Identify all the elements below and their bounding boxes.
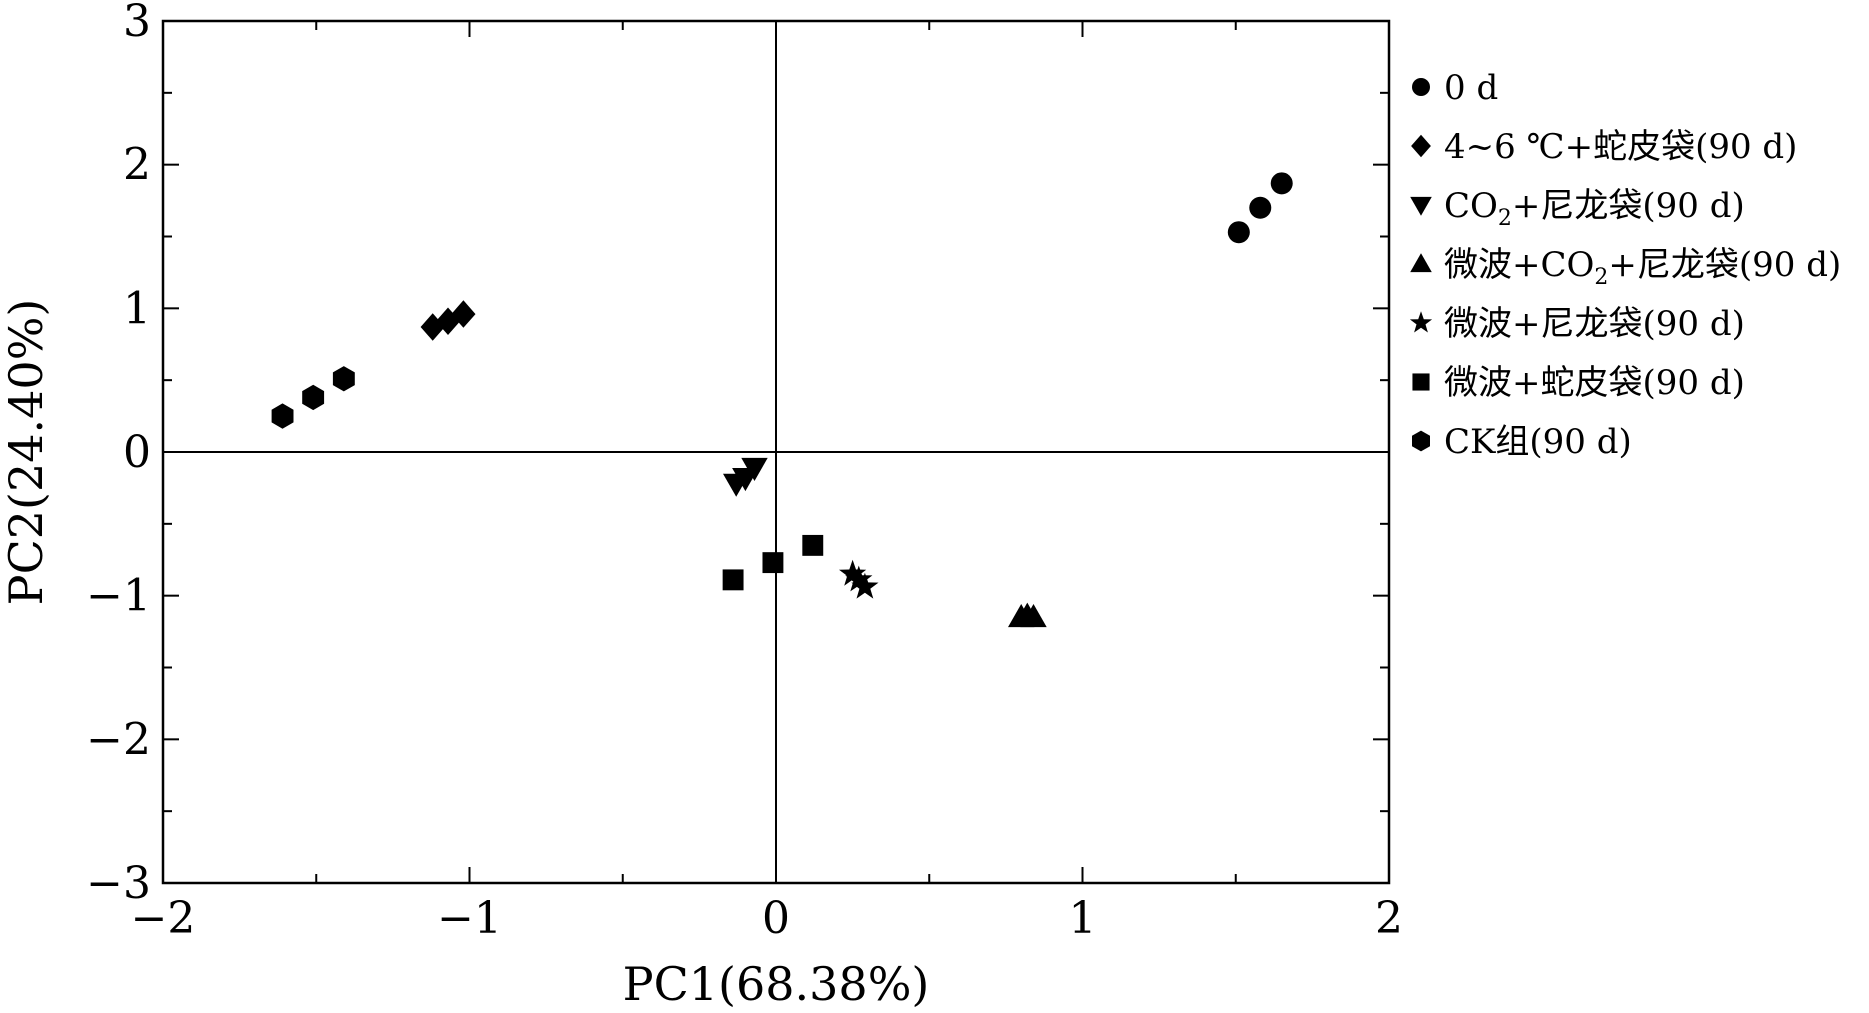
legend-item: 微波+蛇皮袋(90 d) [1412,363,1745,403]
series-circle [1227,172,1293,244]
y-tick-label: −3 [86,858,151,909]
legend-item: 4~6 ℃+蛇皮袋(90 d) [1411,127,1797,167]
legend-marker-star [1409,311,1433,333]
x-tick-label: 0 [762,893,790,944]
legend-label: 微波+CO2+尼龙袋(90 d) [1444,245,1841,290]
legend-marker-circle [1412,78,1430,96]
x-tick-label: 2 [1375,893,1403,944]
legend-item: CK组(90 d) [1412,422,1632,462]
series-star [839,559,879,599]
legend-label: CO2+尼龙袋(90 d) [1444,186,1745,231]
legend-marker-hexagon [1412,430,1430,452]
x-tick-label: 1 [1069,893,1097,944]
legend-marker-triangle-up [1410,253,1432,273]
x-axis-label: PC1(68.38%) [623,957,930,1011]
data-point-circle [1249,196,1272,219]
legend-item: 微波+尼龙袋(90 d) [1409,304,1745,344]
y-tick-label: 0 [123,427,151,478]
data-point-triangle-up [1020,604,1047,628]
data-point-diamond [435,307,461,335]
points-layer [271,172,1293,628]
legend-label: 微波+蛇皮袋(90 d) [1444,363,1745,403]
x-tick-label: −1 [437,893,502,944]
x-tick-label: −2 [131,893,196,944]
legend-item: 0 d [1412,68,1498,108]
y-tick-label: −1 [86,571,151,622]
y-tick-label: −2 [86,714,151,765]
legend-marker-square [1412,373,1430,391]
legend-item: 微波+CO2+尼龙袋(90 d) [1410,245,1841,290]
data-point-circle [1270,172,1293,195]
legend-item: CO2+尼龙袋(90 d) [1410,186,1745,231]
y-tick-label: 3 [123,0,151,47]
data-point-star [845,565,873,592]
data-point-hexagon [332,366,355,392]
legend: 0 d 4~6 ℃+蛇皮袋(90 d) CO2+尼龙袋(90 d) 微波+CO2+尼龙… [1409,68,1841,462]
legend-label: 微波+尼龙袋(90 d) [1444,304,1745,344]
series-square [722,534,824,591]
series-diamond [420,300,476,341]
series-triangle-down [723,457,768,497]
data-point-star [851,572,879,599]
legend-label: 0 d [1444,68,1498,108]
series-triangle-up [1008,602,1047,628]
legend-label: CK组(90 d) [1444,422,1632,462]
data-point-hexagon [271,403,294,429]
data-point-square [802,534,824,556]
legend-marker-triangle-down [1410,196,1432,216]
series-hexagon [271,366,355,429]
y-tick-label: 1 [123,283,151,334]
legend-label: 4~6 ℃+蛇皮袋(90 d) [1444,127,1797,167]
data-point-diamond [451,300,476,328]
data-point-square [762,552,784,574]
legend-marker-diamond [1411,134,1431,158]
data-point-circle [1227,221,1250,244]
y-axis-label: PC2(24.40%) [0,299,53,606]
y-tick-label: 2 [123,140,151,191]
data-point-triangle-down [741,457,768,481]
data-point-hexagon [302,384,325,411]
data-point-square [722,569,744,591]
data-point-star [839,559,867,586]
